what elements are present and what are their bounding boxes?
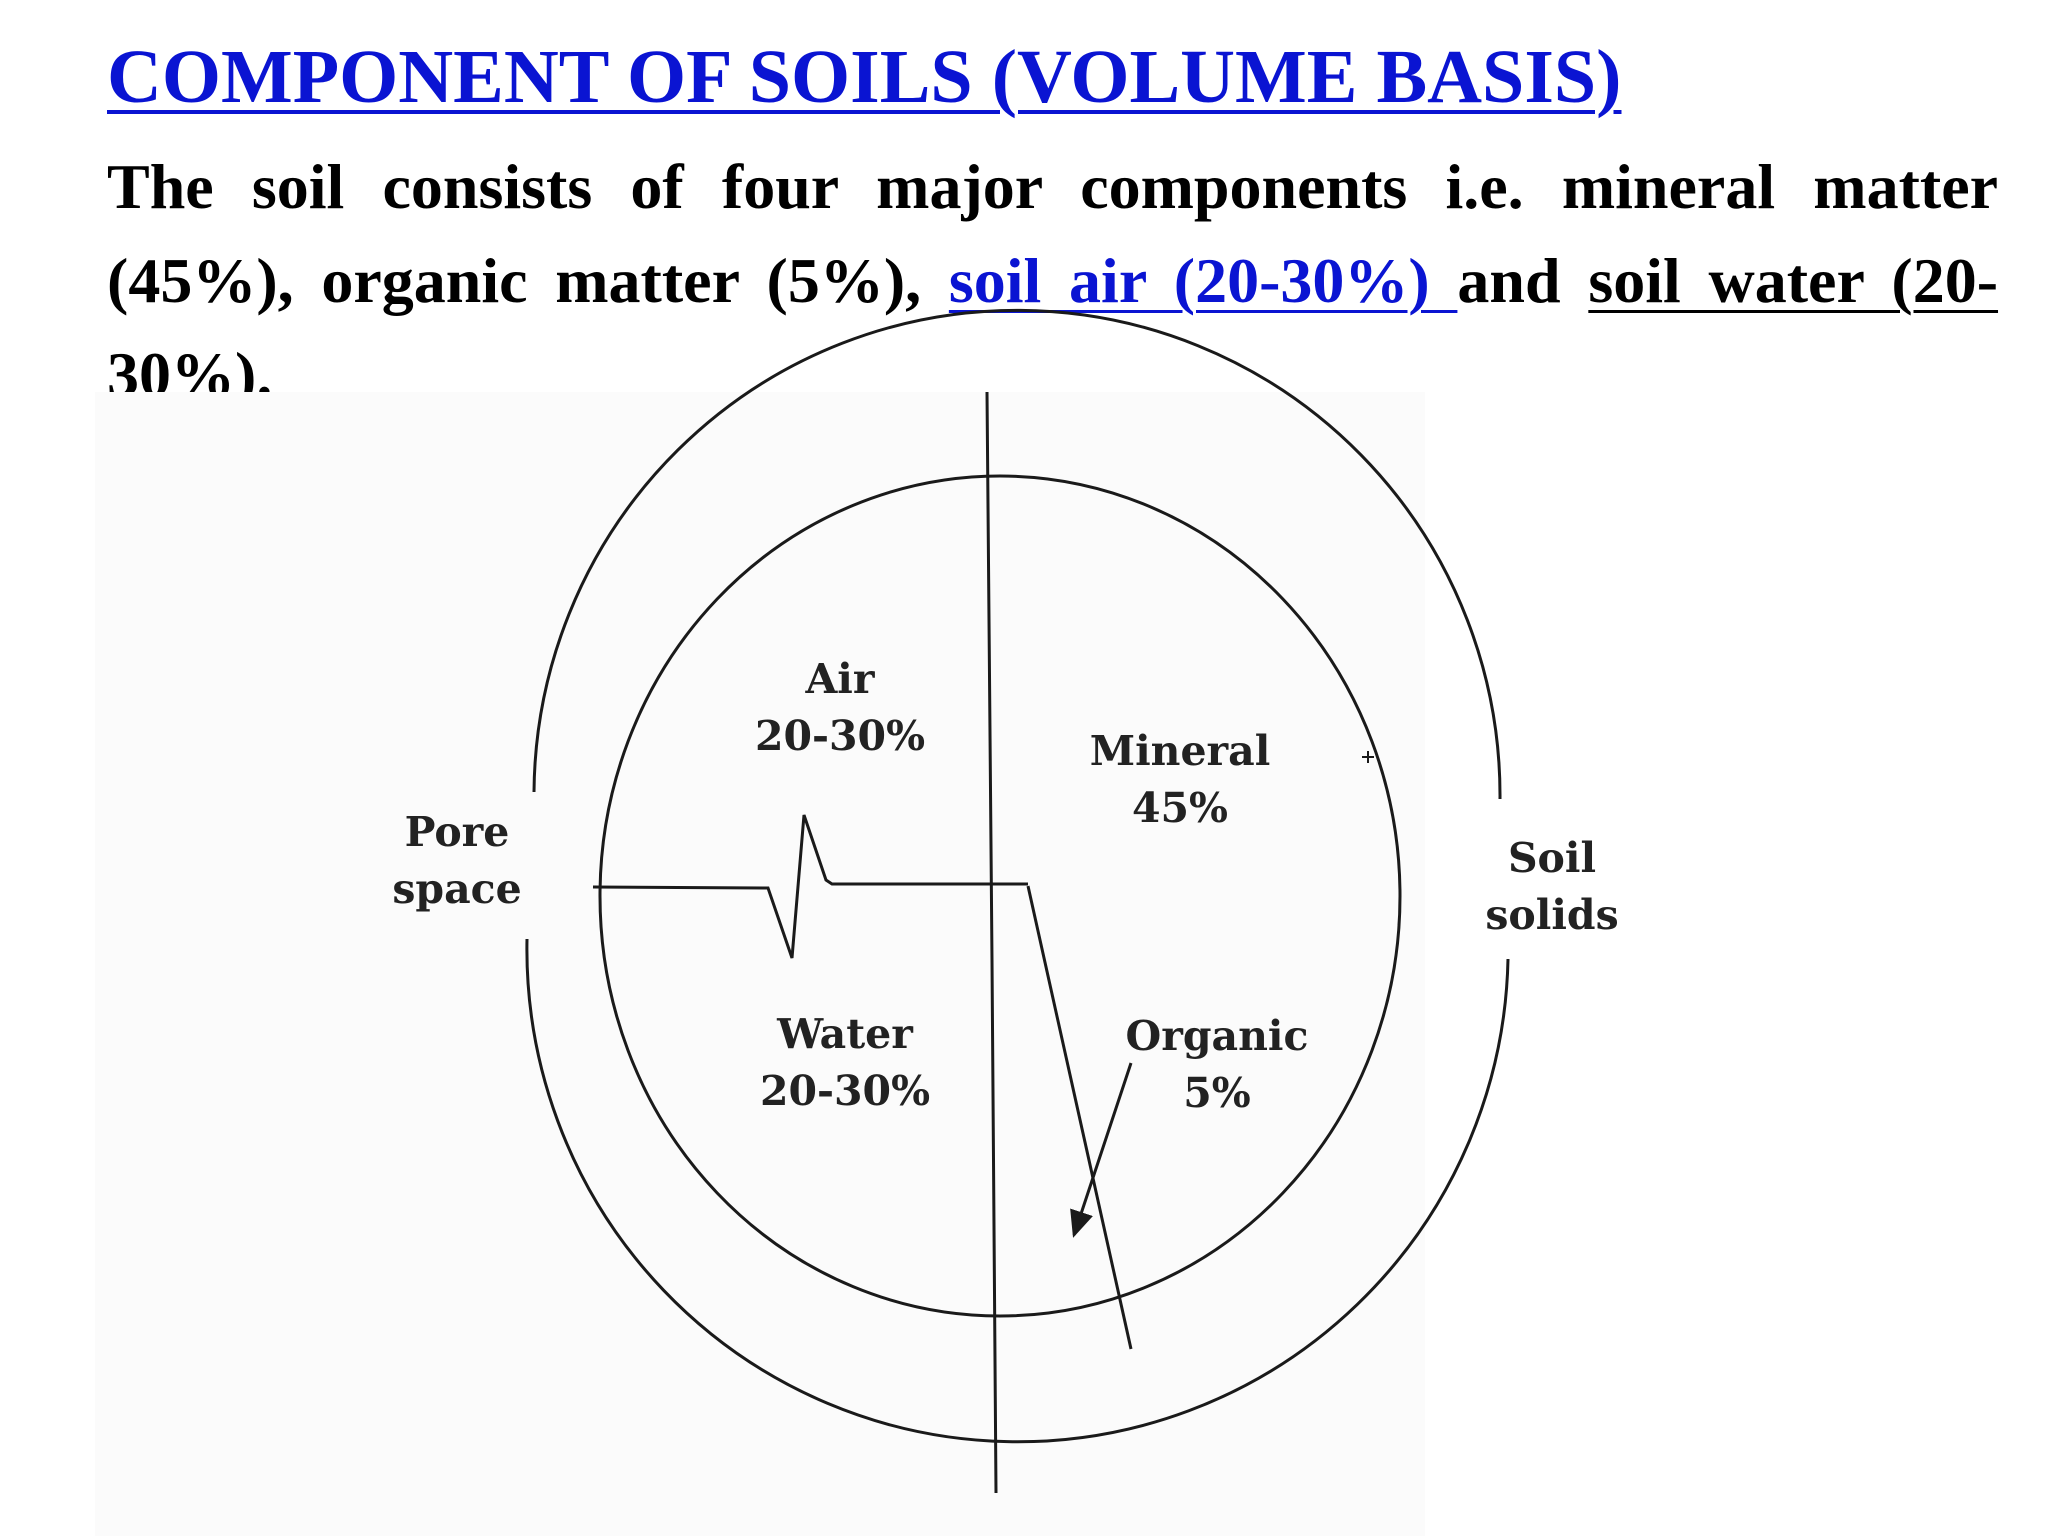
water-label: Water: [776, 1010, 914, 1058]
pore-space-label-line2: space: [392, 865, 521, 913]
outer-ring-top-arc: [532, 308, 1502, 800]
decorative-mark: [1362, 751, 1374, 763]
pore-space-label-line1: Pore: [405, 808, 510, 856]
inner-circle: [598, 474, 1402, 1318]
intro-text-and: and: [1457, 245, 1589, 316]
organic-label: Organic: [1126, 1012, 1309, 1060]
intro-text: The soil consists of four major componen…: [107, 151, 1998, 316]
page-title: COMPONENT OF SOILS (VOLUME BASIS): [107, 35, 1622, 119]
water-percent: 20-30%: [760, 1067, 930, 1115]
soil-water-text: soil water (20-30%).: [107, 245, 1999, 410]
outer-ring-bottom-arc: [525, 938, 1510, 1444]
air-percent: 20-30%: [755, 712, 925, 760]
mineral-organic-boundary: [1026, 885, 1133, 1350]
mineral-percent: 45%: [1132, 784, 1228, 832]
soil-air-link[interactable]: soil air (20-30%): [948, 245, 1458, 316]
vertical-divider: [985, 391, 998, 1494]
organic-percent: 5%: [1183, 1069, 1251, 1117]
intro-paragraph: The soil consists of four major componen…: [107, 140, 1998, 422]
diagram-background: [95, 392, 1425, 1536]
air-water-boundary: [592, 814, 1028, 959]
soil-solids-label-line1: Soil: [1508, 834, 1596, 882]
soil-solids-label-line2: solids: [1485, 891, 1618, 939]
mineral-label: Mineral: [1090, 727, 1271, 775]
organic-pointer-arrow: [1070, 1062, 1133, 1238]
air-label: Air: [805, 655, 876, 703]
